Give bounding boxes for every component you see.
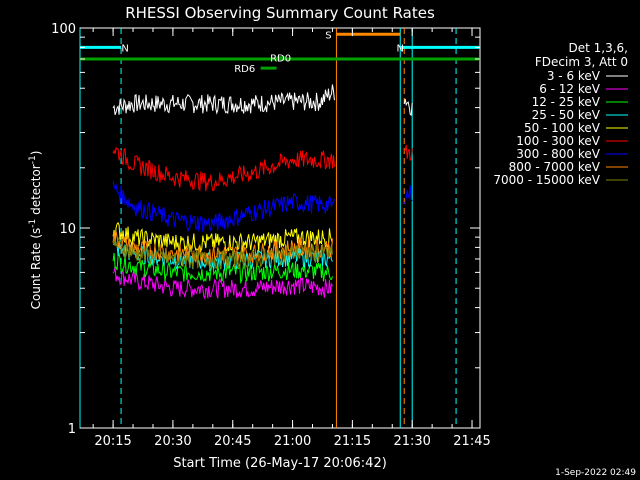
flag-label: RD0: [270, 54, 291, 65]
x-tick-label: 20:30: [154, 434, 191, 449]
legend-header-line: FDecim 3, Att 0: [535, 55, 628, 69]
legend-label: 100 - 300 keV: [516, 134, 600, 148]
legend-label: 7000 - 15000 keV: [493, 173, 600, 187]
series-line: [403, 185, 413, 206]
series-group: [112, 84, 413, 301]
flag-label: S: [325, 30, 331, 41]
series-line: [403, 98, 413, 117]
timestamp: 1-Sep-2022 02:49: [555, 468, 636, 478]
y-axis-label-part: ): [29, 151, 43, 156]
y-tick-label: 10: [59, 222, 76, 237]
x-tick-label: 21:15: [334, 434, 371, 449]
chart-title: RHESSI Observing Summary Count Rates: [125, 4, 435, 22]
legend-label: 6 - 12 keV: [539, 82, 601, 96]
y-axis-label-sup: -1: [28, 219, 38, 228]
series-line: [112, 146, 335, 192]
y-axis-label-part: detector: [29, 164, 43, 219]
x-tick-label: 21:00: [274, 434, 311, 449]
legend-label: 300 - 800 keV: [516, 147, 600, 161]
legend-label: 25 - 50 keV: [532, 108, 601, 122]
series-line: [404, 144, 413, 161]
legend-header-line: Det 1,3,6,: [569, 41, 629, 55]
x-tick-label: 21:30: [393, 434, 430, 449]
y-axis-label-part: Count Rate (s: [29, 228, 43, 310]
plot-frame: [79, 27, 481, 429]
y-tick-label: 1: [68, 422, 76, 437]
marker-lines: [79, 28, 457, 428]
legend-label: 50 - 100 keV: [524, 121, 601, 135]
axis-ticks: 20:15 20:30 20:45 21:00 21:15 21:30 21:45 1 10 10…: [51, 22, 491, 449]
series-line: [112, 221, 333, 253]
series-line: [112, 180, 335, 232]
series-line: [112, 252, 333, 285]
series-line: [112, 236, 333, 271]
flag-bars: N N S RD0 RD6: [80, 30, 480, 75]
x-axis-label: Start Time (26-May-17 20:06:42): [173, 456, 387, 471]
flag-label: N: [121, 43, 128, 54]
y-tick-label: 100: [51, 22, 76, 37]
flag-label: N: [396, 43, 403, 54]
series-line: [112, 84, 335, 115]
x-tick-label: 20:45: [214, 434, 251, 449]
series-line: [112, 265, 333, 301]
x-tick-label: 20:15: [94, 434, 131, 449]
flag-label: RD6: [234, 64, 255, 75]
y-axis-label: Count Rate (s-1 detector-1): [28, 151, 43, 310]
x-tick-label: 21:45: [453, 434, 490, 449]
legend-label: 3 - 6 keV: [547, 69, 601, 83]
legend-label: 800 - 7000 keV: [509, 160, 601, 174]
y-axis-label-sup: -1: [28, 155, 38, 164]
legend-label: 12 - 25 keV: [532, 95, 601, 109]
